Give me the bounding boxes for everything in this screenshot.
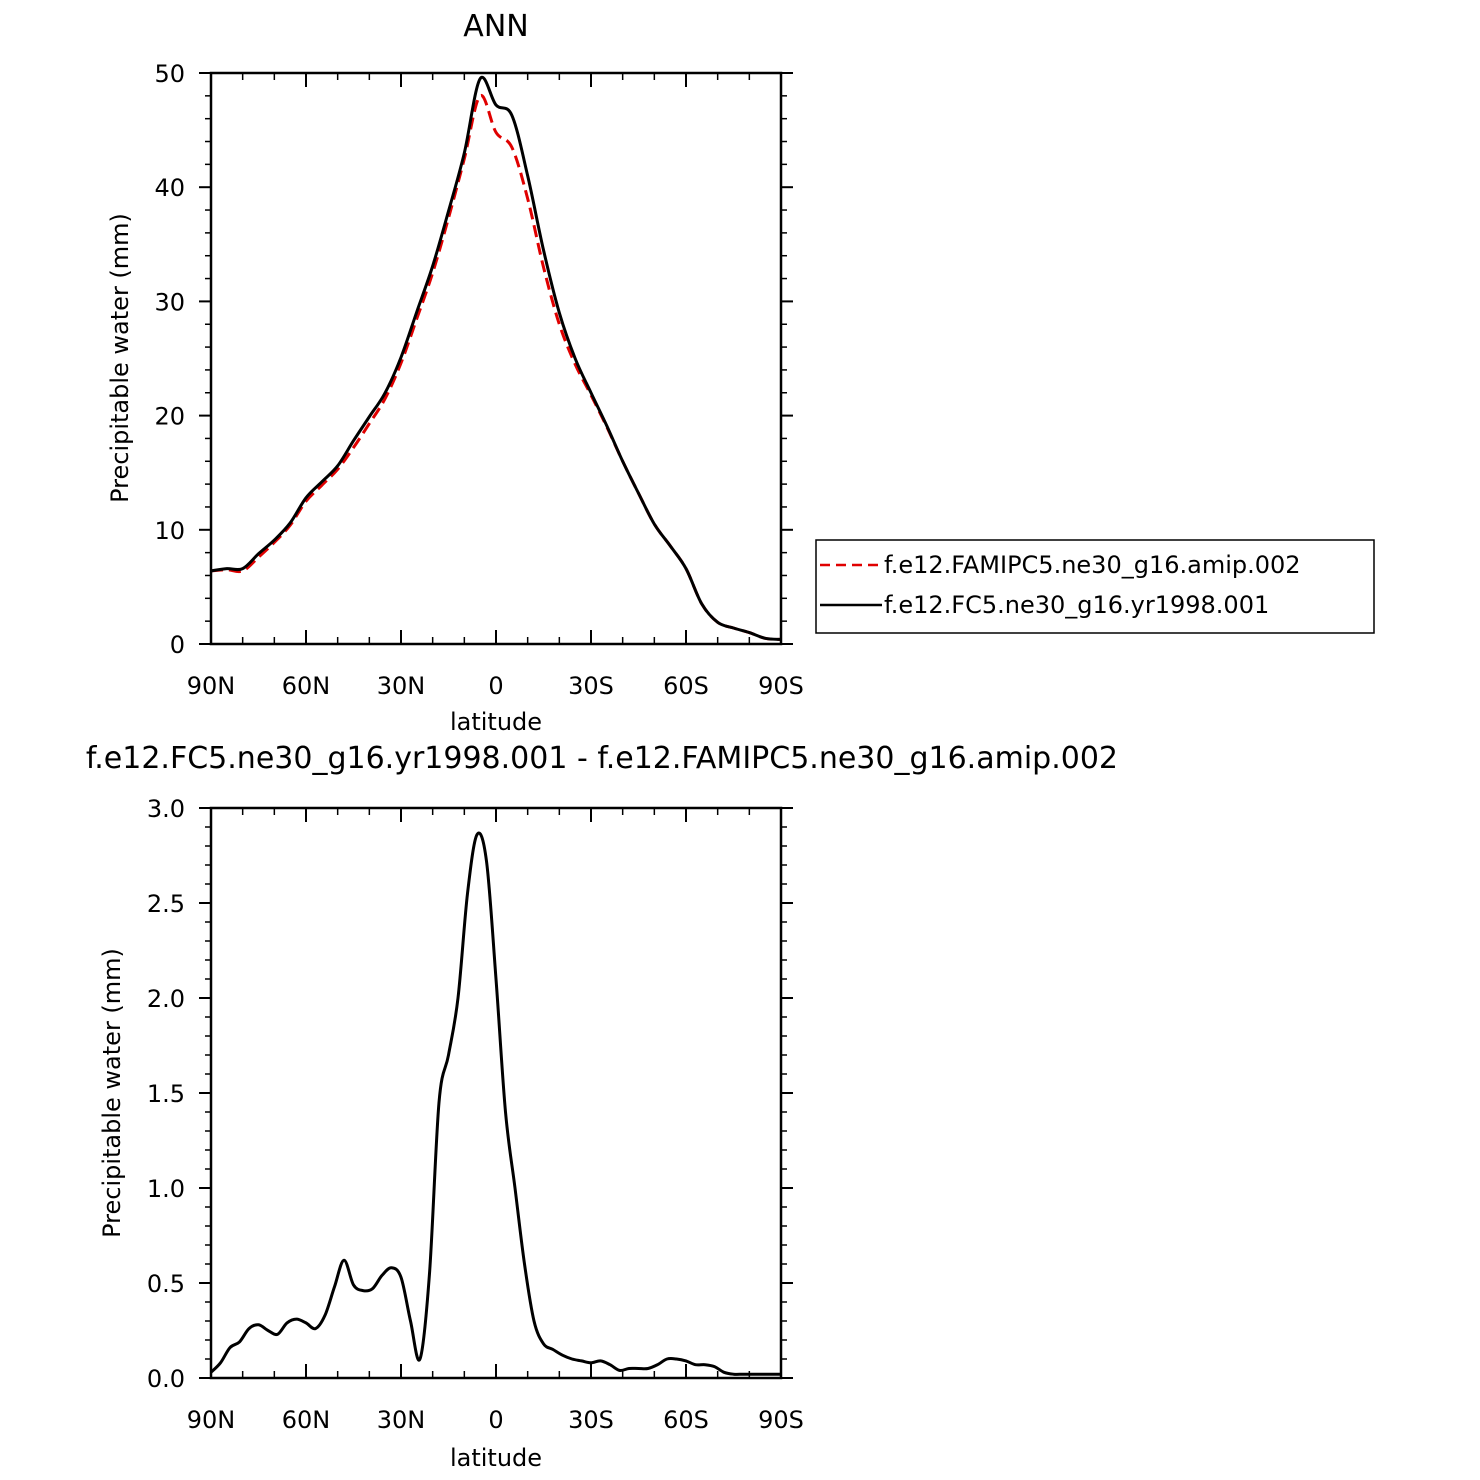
top-chart-ytick-label: 20 [154,403,185,431]
bottom-chart-ylabel: Precipitable water (mm) [98,948,126,1238]
bottom-chart-ticks-group: 90N 60N 30N 0 30S 60S 90S 0.0 0.5 1.0 1.5 2.0 2.5 3.0 [147,795,804,1434]
bottom-chart-ytick-label: 2.5 [147,890,185,918]
bottom-chart-xtick-label: 90S [758,1406,804,1434]
bottom-chart-panel: f.e12.FC5.ne30_g16.yr1998.001 - f.e12.FA… [86,741,1118,1472]
bottom-chart-xtick-label: 60N [282,1406,331,1434]
top-chart-ytick-label: 40 [154,174,185,202]
bottom-chart-xtick-label: 90N [187,1406,236,1434]
top-chart-xlabel: latitude [450,708,542,736]
top-chart-series-line-0 [210,94,782,641]
legend-label-series-1: f.e12.FC5.ne30_g16.yr1998.001 [884,591,1269,619]
top-chart-xtick-label: 30S [568,672,614,700]
bottom-chart-xtick-label: 30N [377,1406,426,1434]
top-chart-xtick-label: 90S [758,672,804,700]
top-chart-legend: f.e12.FAMIPC5.ne30_g16.amip.002 f.e12.FC… [815,539,1375,634]
top-chart-title: ANN [463,9,528,44]
top-chart-ytick-label: 50 [154,60,185,88]
bottom-chart-series-line-0 [209,831,781,1376]
bottom-chart-xtick-label: 60S [663,1406,709,1434]
top-chart-xtick-label: 60N [282,672,331,700]
top-chart-ticks-group: 90N 60N 30N 0 30S 60S 90S 0 10 20 30 40 50 [154,60,803,700]
bottom-chart-ytick-label: 0.0 [147,1365,185,1393]
bottom-chart-ytick-label: 2.0 [147,985,185,1013]
top-chart-panel: ANN 90N 60N 30N 0 30S 60S 90S 0 10 20 30 40 50 latit… [106,9,804,736]
top-chart-plot-frame [209,71,783,646]
bottom-chart-title: f.e12.FC5.ne30_g16.yr1998.001 - f.e12.FA… [86,741,1118,776]
bottom-chart-ytick-label: 0.5 [147,1270,185,1298]
top-chart-series-line-1 [210,75,782,641]
top-chart-xtick-label: 90N [187,672,236,700]
bottom-chart-xtick-label: 0 [488,1406,503,1434]
top-chart-ylabel: Precipitable water (mm) [106,213,134,503]
bottom-chart-xtick-label: 30S [568,1406,614,1434]
bottom-chart-plot-frame [209,806,783,1380]
top-chart-ytick-label: 0 [170,631,185,659]
bottom-chart-ytick-label: 1.5 [147,1080,185,1108]
top-chart-ytick-label: 30 [154,288,185,316]
top-chart-series-group [210,75,782,641]
bottom-chart-ytick-label: 3.0 [147,795,185,823]
bottom-chart-ytick-label: 1.0 [147,1175,185,1203]
top-chart-ytick-label: 10 [154,517,185,545]
bottom-chart-xlabel: latitude [450,1444,542,1472]
top-chart-xtick-label: 30N [377,672,426,700]
legend-box [815,539,1375,634]
legend-label-series-0: f.e12.FAMIPC5.ne30_g16.amip.002 [884,551,1301,579]
top-chart-xtick-label: 60S [663,672,709,700]
bottom-chart-series-group [209,831,781,1376]
top-chart-xtick-label: 0 [488,672,503,700]
